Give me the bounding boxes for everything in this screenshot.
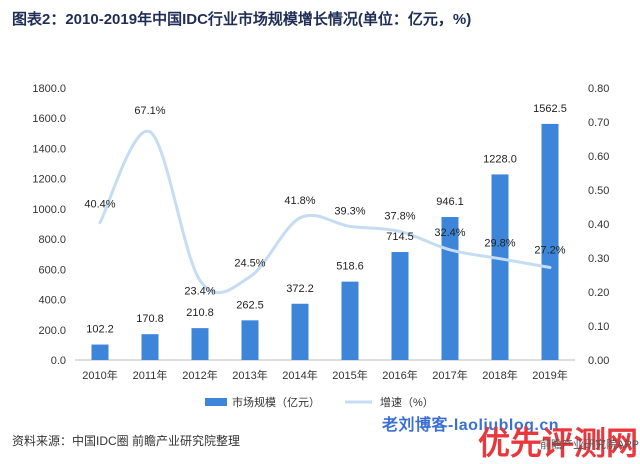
y-left-tick-label: 1800.0 <box>32 83 66 95</box>
bar <box>91 344 109 360</box>
growth-value-label: 29.8% <box>484 238 515 250</box>
y-axis-left: 0.0 200.0 400.0 600.0 800.0 1000.0 1200.0 1400.… <box>32 83 66 367</box>
x-tick-label: 2016年 <box>382 368 417 382</box>
x-tick-label: 2013年 <box>232 368 267 382</box>
y-left-tick-label: 600.0 <box>38 264 66 276</box>
legend: 市场规模（亿元） 增速（%） <box>205 395 434 409</box>
x-tick-label: 2015年 <box>332 368 367 382</box>
legend-label-bar: 市场规模（亿元） <box>232 395 320 409</box>
bar-value-label: 170.8 <box>136 313 164 325</box>
watermark-logo: 优先评测网 <box>478 425 639 461</box>
growth-value-label: 37.8% <box>384 210 415 222</box>
y-left-tick-label: 1400.0 <box>32 143 66 155</box>
legend-swatch-bar <box>205 398 227 406</box>
y-right-tick-label: 0.20 <box>588 287 609 299</box>
bar-value-label: 1562.5 <box>533 103 567 115</box>
legend-label-line: 增速（%） <box>380 395 434 409</box>
growth-value-label: 23.4% <box>184 285 215 297</box>
x-tick-label: 2019年 <box>532 368 567 382</box>
y-axis-right: 0.00 0.10 0.20 0.30 0.40 0.50 0.60 0.70 0.80 <box>588 83 609 367</box>
x-tick-label: 2017年 <box>432 368 467 382</box>
x-tick-label: 2014年 <box>282 368 317 382</box>
growth-value-label: 27.2% <box>534 245 565 257</box>
y-left-tick-label: 1000.0 <box>32 204 66 216</box>
bar <box>491 174 509 360</box>
growth-line <box>98 129 552 295</box>
bar-value-label: 262.5 <box>236 299 264 311</box>
y-left-tick-label: 1600.0 <box>32 113 66 125</box>
growth-value-label: 41.8% <box>284 195 315 207</box>
y-left-tick-label: 400.0 <box>38 295 66 307</box>
y-left-tick-label: 1200.0 <box>32 174 66 186</box>
y-right-tick-label: 0.60 <box>588 151 609 163</box>
y-right-tick-label: 0.10 <box>588 321 609 333</box>
bar <box>291 303 309 360</box>
y-right-tick-label: 0.50 <box>588 185 609 197</box>
x-axis-ticks: 2010年 2011年 2012年 2013年 2014年 2015年 2016年 2017年… <box>82 368 567 382</box>
y-right-tick-label: 0.30 <box>588 253 609 265</box>
chart-title: 图表2：2010-2019年中国IDC行业市场规模增长情况(单位：亿元，%) <box>12 11 472 28</box>
growth-value-label: 24.5% <box>234 258 265 270</box>
bar-value-label: 714.5 <box>386 231 414 243</box>
growth-value-label: 39.3% <box>334 205 365 217</box>
bar-value-label: 946.1 <box>436 196 464 208</box>
y-right-tick-label: 0.70 <box>588 117 609 129</box>
x-tick-label: 2012年 <box>182 368 217 382</box>
bar <box>191 328 209 360</box>
bar-value-label: 518.6 <box>336 261 364 273</box>
y-left-tick-label: 200.0 <box>38 325 66 337</box>
y-left-tick-label: 800.0 <box>38 234 66 246</box>
growth-value-label: 32.4% <box>434 227 465 239</box>
bar-data-labels: 102.2 170.8 210.8 262.5 372.2 518.6 714.5 946.1… <box>86 103 567 336</box>
bar-value-label: 372.2 <box>286 283 314 295</box>
source-note: 资料来源：中国IDC圈 前瞻产业研究院整理 <box>12 434 241 448</box>
watermark-app: 前瞻产业研究院APP <box>540 439 640 451</box>
x-tick-label: 2018年 <box>482 368 517 382</box>
growth-value-label: 67.1% <box>134 105 165 117</box>
x-tick-label: 2011年 <box>133 368 168 382</box>
bar-value-label: 1228.0 <box>483 153 517 165</box>
bar <box>391 252 409 360</box>
bar-value-label: 210.8 <box>186 307 214 319</box>
line-data-labels: 40.4% 67.1% 23.4% 24.5% 41.8% 39.3% 37.8% 32.4%… <box>84 105 565 298</box>
y-right-tick-label: 0.00 <box>588 355 609 367</box>
x-tick-label: 2010年 <box>82 368 117 382</box>
y-right-tick-label: 0.80 <box>588 83 609 95</box>
bar <box>541 123 559 360</box>
watermark-blog: 老刘博客-laoliublog.cn <box>382 417 559 434</box>
bar-series <box>91 123 559 360</box>
bar-value-label: 102.2 <box>86 324 114 336</box>
y-left-tick-label: 0.0 <box>51 355 66 367</box>
y-right-tick-label: 0.40 <box>588 219 609 231</box>
bar <box>441 217 459 360</box>
growth-line-series <box>98 129 552 295</box>
bar <box>141 334 159 360</box>
bar <box>241 320 259 360</box>
bar <box>341 281 359 360</box>
growth-value-label: 40.4% <box>84 199 115 211</box>
